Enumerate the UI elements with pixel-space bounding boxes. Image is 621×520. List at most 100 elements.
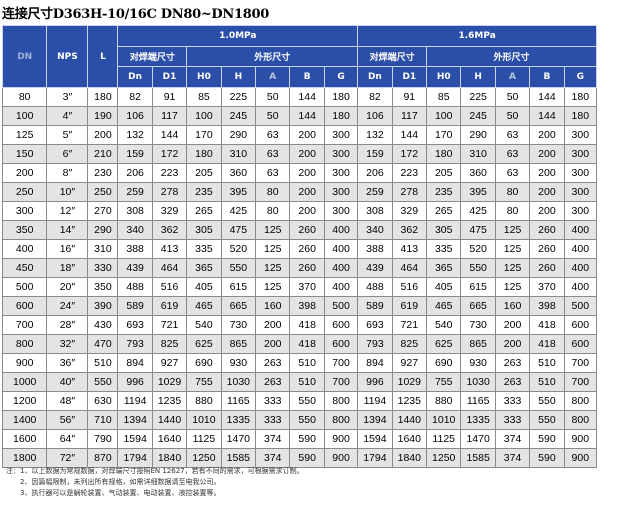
table-cell: 180 — [323, 87, 359, 107]
table-cell: 64″ — [46, 429, 89, 449]
table-cell: 900 — [323, 448, 359, 468]
table-cell: 63 — [494, 144, 531, 164]
table-cell: 260 — [529, 239, 565, 259]
table-cell: 418 — [529, 334, 565, 354]
table-cell: 1250 — [186, 448, 222, 468]
table-cell: 1794 — [357, 448, 393, 468]
table-cell: 790 — [87, 429, 119, 449]
table-cell: 930 — [460, 353, 496, 373]
table-cell: 1585 — [220, 448, 257, 468]
table-cell: 1594 — [117, 429, 153, 449]
table-cell: 144 — [529, 87, 565, 107]
table-cell: 900 — [323, 429, 359, 449]
table-cell: 260 — [289, 258, 325, 278]
table-cell: 413 — [391, 239, 428, 259]
table-cell: 305 — [186, 220, 222, 240]
table-cell: 395 — [220, 182, 257, 202]
table-cell: 1440 — [391, 410, 428, 430]
table-cell: 300 — [323, 182, 359, 202]
table-cell: 721 — [391, 315, 428, 335]
table-cell: 600 — [1, 296, 48, 316]
table-cell: 72″ — [46, 448, 89, 468]
col-header-a: A — [494, 66, 531, 88]
col-header-l: L — [87, 25, 119, 88]
table-row: 1000 40″ 550 996 1029 755 1030 263 510 700 996 1029… — [1, 372, 598, 392]
table-cell: 1010 — [426, 410, 462, 430]
table-cell: 200 — [289, 182, 325, 202]
table-row: 1400 56″ 710 1394 1440 1010 1335 333 550 800 1394 1… — [1, 410, 598, 430]
col-header-d1: D1 — [391, 66, 428, 88]
table-cell: 800 — [1, 334, 48, 354]
table-cell: 125 — [255, 277, 291, 297]
table-cell: 125 — [255, 220, 291, 240]
table-cell: 439 — [117, 258, 153, 278]
table-cell: 600 — [563, 315, 598, 335]
table-cell: 700 — [563, 353, 598, 373]
table-cell: 793 — [357, 334, 393, 354]
table-cell: 1585 — [460, 448, 496, 468]
table-cell: 880 — [426, 391, 462, 411]
table-cell: 200 — [87, 125, 119, 145]
table-cell: 159 — [117, 144, 153, 164]
table-cell: 510 — [289, 372, 325, 392]
table-cell: 16″ — [46, 239, 89, 259]
table-cell: 50 — [494, 87, 531, 107]
table-cell: 365 — [426, 258, 462, 278]
table-cell: 3″ — [46, 87, 89, 107]
table-cell: 390 — [87, 296, 119, 316]
table-cell: 300 — [563, 201, 598, 221]
table-cell: 91 — [151, 87, 188, 107]
table-cell: 20″ — [46, 277, 89, 297]
table-cell: 160 — [255, 296, 291, 316]
table-row: 1600 64″ 790 1594 1640 1125 1470 374 590 900 1594 1… — [1, 429, 598, 449]
table-cell: 589 — [357, 296, 393, 316]
table-cell: 450 — [1, 258, 48, 278]
table-cell: 82 — [117, 87, 153, 107]
table-cell: 488 — [117, 277, 153, 297]
table-cell: 56″ — [46, 410, 89, 430]
table-cell: 50 — [255, 87, 291, 107]
table-cell: 550 — [220, 258, 257, 278]
table-cell: 259 — [357, 182, 393, 202]
table-cell: 1640 — [391, 429, 428, 449]
table-cell: 500 — [563, 296, 598, 316]
table-cell: 1029 — [391, 372, 428, 392]
table-cell: 418 — [289, 334, 325, 354]
table-cell: 82 — [357, 87, 393, 107]
table-cell: 91 — [391, 87, 428, 107]
table-cell: 350 — [87, 277, 119, 297]
table-cell: 550 — [87, 372, 119, 392]
table-cell: 1165 — [460, 391, 496, 411]
table-cell: 330 — [87, 258, 119, 278]
table-cell: 200 — [529, 163, 565, 183]
table-cell: 1840 — [391, 448, 428, 468]
table-cell: 245 — [460, 106, 496, 126]
table-cell: 520 — [460, 239, 496, 259]
table-row: 600 24″ 390 589 619 465 665 160 398 500 589 619 465 6… — [1, 296, 598, 316]
table-cell: 1235 — [391, 391, 428, 411]
table-cell: 106 — [117, 106, 153, 126]
table-cell: 405 — [426, 277, 462, 297]
table-cell: 690 — [426, 353, 462, 373]
table-cell: 50 — [494, 106, 531, 126]
group-header-outline: 外形尺寸 — [186, 46, 359, 67]
table-cell: 362 — [151, 220, 188, 240]
table-cell: 278 — [391, 182, 428, 202]
table-cell: 310 — [220, 144, 257, 164]
table-cell: 1440 — [151, 410, 188, 430]
table-cell: 793 — [117, 334, 153, 354]
table-cell: 200 — [289, 201, 325, 221]
table-cell: 730 — [460, 315, 496, 335]
table-cell: 721 — [151, 315, 188, 335]
table-body: 80 3″ 180 82 91 85 225 50 144 180 82 91 85 225 50 144 18… — [1, 87, 598, 468]
col-header-nps: NPS — [46, 25, 89, 88]
table-cell: 625 — [426, 334, 462, 354]
table-row: 300 12″ 270 308 329 265 425 80 200 300 308 329 265 42… — [1, 201, 598, 221]
table-cell: 150 — [1, 144, 48, 164]
col-header-d1: D1 — [151, 66, 188, 88]
table-cell: 235 — [186, 182, 222, 202]
table-cell: 1029 — [151, 372, 188, 392]
table-cell: 48″ — [46, 391, 89, 411]
table-row: 100 4″ 190 106 117 100 245 50 144 180 106 117 100 245… — [1, 106, 598, 126]
table-cell: 6″ — [46, 144, 89, 164]
